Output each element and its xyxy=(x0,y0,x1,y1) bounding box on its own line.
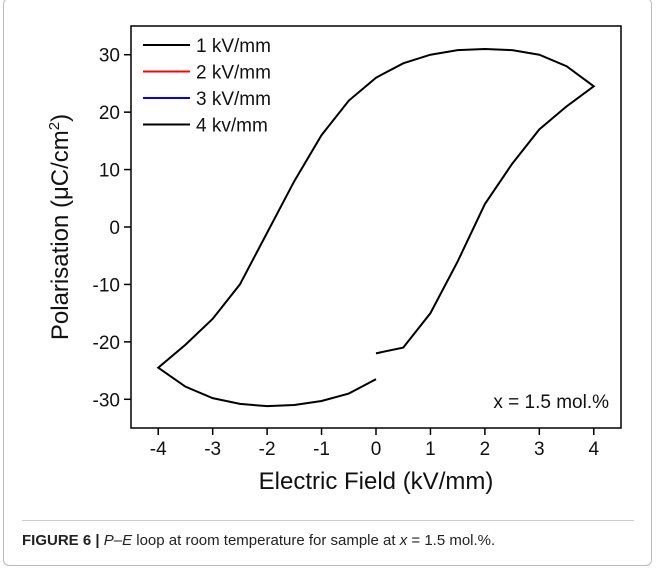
x-tick-label: 4 xyxy=(588,439,599,460)
annotation: x = 1.5 mol.% xyxy=(493,392,609,413)
x-tick-label: -4 xyxy=(150,439,167,460)
plot-frame xyxy=(130,25,622,429)
caption-italic: P–E xyxy=(103,532,133,549)
separator xyxy=(22,520,634,521)
x-tick-label: -1 xyxy=(313,439,330,460)
x-tick-label: 0 xyxy=(371,439,382,460)
y-tick-label: 10 xyxy=(99,161,120,182)
legend-label: 3 kV/mm xyxy=(196,89,271,110)
x-tick-label: -3 xyxy=(204,439,221,460)
series-line xyxy=(156,47,596,408)
caption-label: FIGURE 6 | xyxy=(22,532,100,549)
y-tick-label: -10 xyxy=(93,275,120,296)
legend-label: 2 kV/mm xyxy=(196,63,271,84)
y-tick-label: 0 xyxy=(109,218,120,239)
y-tick-label: 20 xyxy=(99,103,120,124)
y-tick-label: -20 xyxy=(93,333,120,354)
x-tick-label: 1 xyxy=(425,439,436,460)
y-tick-label: 30 xyxy=(99,46,120,67)
x-tick-label: 3 xyxy=(534,439,545,460)
legend-label: 4 kv/mm xyxy=(196,116,268,137)
y-axis-label-sup: 2 xyxy=(46,122,63,130)
y-axis-label-part: ) xyxy=(47,114,74,122)
caption-text: = 1.5 mol.%. xyxy=(407,532,496,549)
legend-label: 1 kV/mm xyxy=(196,36,271,57)
caption: FIGURE 6 | P–E loop at room temperature … xyxy=(22,532,495,549)
caption-text: loop at room temperature for sample at xyxy=(132,532,400,549)
x-axis-label: Electric Field (kV/mm) xyxy=(259,468,494,495)
x-tick-label: -2 xyxy=(259,439,276,460)
y-axis-label-part: Polarisation (μC/cm xyxy=(47,130,74,340)
figure-frame xyxy=(3,0,652,566)
caption-italic: x xyxy=(399,532,408,549)
x-tick-label: 2 xyxy=(480,439,491,460)
y-tick-label: -30 xyxy=(93,390,120,411)
y-axis-label: Polarisation (μC/cm2) xyxy=(46,114,74,340)
